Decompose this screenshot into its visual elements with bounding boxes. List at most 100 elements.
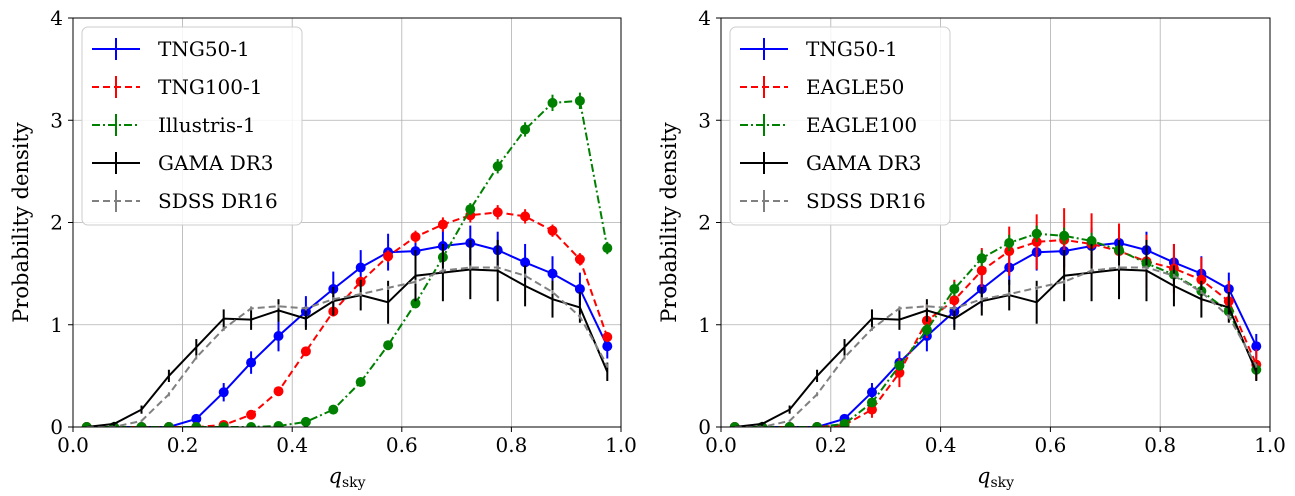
data-point — [949, 283, 960, 294]
x-tick-label: 1.0 — [605, 433, 637, 457]
data-point — [218, 422, 229, 427]
data-point — [1086, 235, 1097, 246]
data-point — [383, 340, 394, 351]
legend-entry: TNG50-1 — [92, 37, 250, 61]
data-point — [547, 268, 558, 279]
data-point — [547, 225, 558, 236]
legend-entry: GAMA DR3 — [740, 151, 922, 175]
data-point — [520, 124, 531, 135]
x-tick-label: 1.0 — [1254, 433, 1286, 457]
x-tick-label: 0.8 — [1144, 433, 1176, 457]
data-point — [1251, 341, 1262, 352]
series-gama-dr3 — [86, 239, 609, 427]
data-point — [136, 422, 147, 427]
data-point — [273, 330, 284, 341]
x-tick-label: 0.2 — [815, 433, 847, 457]
legend-label: SDSS DR16 — [158, 189, 278, 213]
legend-entry: TNG50-1 — [740, 37, 898, 61]
y-tick-label: 4 — [50, 6, 63, 30]
data-point — [246, 422, 257, 427]
x-axis-label-main: q — [977, 464, 990, 488]
x-axis-label-main: q — [328, 464, 341, 488]
data-point — [812, 422, 823, 427]
series-sdss-dr16 — [734, 265, 1258, 427]
data-point — [273, 420, 284, 427]
y-tick-label: 0 — [50, 415, 63, 439]
x-tick-label: 0.4 — [925, 433, 957, 457]
legend-label: SDSS DR16 — [806, 189, 926, 213]
y-axis-label: Probability density — [657, 122, 681, 323]
series-line — [734, 266, 1258, 427]
legend-label: TNG100-1 — [158, 75, 262, 99]
data-point — [894, 360, 905, 371]
y-tick-label: 3 — [50, 108, 63, 132]
chart-panel-right: 0.0 0.2 0.4 0.6 0.8 1.0 0 1 2 3 4 qsky Probability d… — [657, 6, 1286, 491]
data-point — [355, 262, 366, 273]
x-tick-label: 0.4 — [276, 433, 308, 457]
x-tick-label: 0.6 — [1034, 433, 1066, 457]
data-point — [574, 95, 585, 106]
x-tick-label: 0.0 — [705, 433, 737, 457]
data-point — [866, 387, 877, 398]
y-tick-label: 2 — [698, 211, 711, 235]
y-axis-label: Probability density — [9, 122, 33, 323]
series-line — [86, 266, 609, 427]
x-axis-label: qsky — [977, 464, 1014, 491]
y-tick-label: 0 — [698, 415, 711, 439]
y-tick-label: 1 — [698, 313, 711, 337]
data-point — [574, 254, 585, 265]
legend-entry: Illustris-1 — [92, 113, 256, 137]
x-tick-label: 0.8 — [495, 433, 527, 457]
series-line — [734, 268, 1258, 427]
data-point — [949, 295, 960, 306]
data-point — [520, 211, 531, 222]
data-point — [300, 346, 311, 357]
legend: TNG50-1 EAGLE50 EAGLE100 GAMA DR3 SDSS DR16 — [729, 26, 951, 226]
legend: TNG50-1 TNG100-1 Illustris-1 GAMA DR3 SDSS D… — [81, 26, 303, 226]
legend-label: EAGLE50 — [806, 75, 904, 99]
series-sdss-dr16 — [86, 265, 609, 427]
data-point — [1004, 237, 1015, 248]
data-point — [520, 257, 531, 268]
data-point — [273, 386, 284, 397]
legend-label: TNG50-1 — [158, 37, 250, 61]
legend-box — [729, 26, 951, 226]
legend-entry: SDSS DR16 — [92, 189, 278, 213]
series-line — [86, 268, 609, 427]
legend-entry: GAMA DR3 — [92, 151, 274, 175]
data-point — [383, 251, 394, 262]
data-point — [218, 387, 229, 398]
series-eagle50 — [729, 208, 1262, 427]
legend-label: Illustris-1 — [158, 113, 256, 137]
series-line — [86, 241, 609, 427]
data-point — [1031, 228, 1042, 239]
x-axis-label-sub: sky — [342, 475, 366, 491]
data-point — [163, 422, 174, 427]
legend-label: GAMA DR3 — [158, 151, 274, 175]
data-point — [191, 422, 202, 427]
data-point — [921, 324, 932, 335]
data-point — [410, 298, 421, 309]
data-point — [410, 231, 421, 242]
data-point — [328, 404, 339, 415]
data-point — [976, 253, 987, 264]
series-tng100-1 — [81, 205, 613, 427]
data-point — [246, 409, 257, 420]
data-point — [300, 416, 311, 427]
data-point — [547, 97, 558, 108]
data-point — [246, 357, 257, 368]
data-point — [437, 219, 448, 230]
data-point — [839, 418, 850, 427]
x-tick-label: 0.0 — [57, 433, 89, 457]
legend-label: GAMA DR3 — [806, 151, 922, 175]
legend-entry: SDSS DR16 — [740, 189, 926, 213]
data-point — [492, 161, 503, 172]
legend-label: EAGLE100 — [806, 113, 917, 137]
data-point — [574, 283, 585, 294]
data-point — [1059, 230, 1070, 241]
plot-area — [81, 92, 613, 427]
y-tick-label: 4 — [698, 6, 711, 30]
y-tick-label: 3 — [698, 108, 711, 132]
